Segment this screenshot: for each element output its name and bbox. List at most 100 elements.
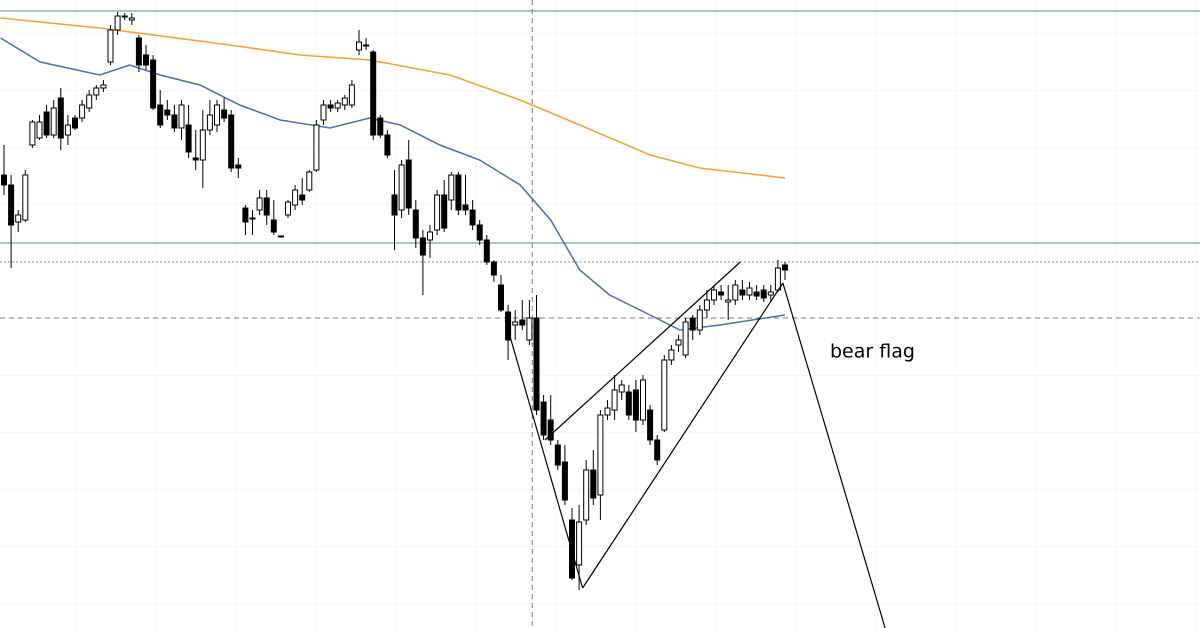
candle-body <box>256 197 263 211</box>
candle-body <box>540 401 547 436</box>
candle-body <box>57 97 64 139</box>
candle-body <box>533 317 540 411</box>
candle-body <box>206 114 213 131</box>
candle-body <box>306 171 313 191</box>
candle-body <box>72 117 78 129</box>
candle-body <box>767 291 774 296</box>
candle-body <box>242 207 249 223</box>
candle-body <box>299 194 306 201</box>
candle-body <box>618 384 625 393</box>
candle-body <box>583 469 590 521</box>
candle-body <box>725 299 732 303</box>
candle-body <box>263 197 270 216</box>
candle-body <box>228 114 235 169</box>
candle-body <box>419 237 426 256</box>
trendline <box>582 282 784 589</box>
candle-body <box>611 389 618 411</box>
candle-body <box>483 239 490 263</box>
candle-body <box>647 409 654 441</box>
candle-body <box>199 129 206 161</box>
candle-body <box>732 284 739 301</box>
candle-body <box>774 267 781 291</box>
candle-body <box>143 54 149 66</box>
candle-body <box>526 317 533 341</box>
candle-body <box>384 134 391 156</box>
candle-body <box>36 121 43 139</box>
candle-body <box>277 235 284 238</box>
candle-body <box>128 17 135 21</box>
candle-body <box>370 51 377 136</box>
candle-body <box>746 287 753 296</box>
candle-body <box>490 261 497 276</box>
candle-body <box>519 319 526 326</box>
candle-body <box>157 104 164 126</box>
candle-body <box>391 194 398 216</box>
candle-body <box>313 124 320 171</box>
candle-body <box>561 461 568 501</box>
candle-body <box>341 97 348 106</box>
candle-body <box>469 209 476 226</box>
candle-body <box>270 219 277 233</box>
candle-body <box>703 299 710 311</box>
trendline <box>782 282 886 628</box>
candle-body <box>505 311 512 341</box>
candle-body <box>448 174 455 201</box>
candle-body <box>476 224 483 241</box>
candle-body <box>121 15 128 18</box>
trendline <box>504 319 584 589</box>
candle-body <box>356 41 362 51</box>
candle-body <box>696 309 703 331</box>
candle-body <box>661 359 668 431</box>
candle-body <box>753 291 760 297</box>
candle-body <box>427 231 433 241</box>
candle-body <box>597 414 604 496</box>
candle-body <box>178 104 185 129</box>
candle-body <box>441 194 448 229</box>
candle-body <box>576 521 583 566</box>
candle-body <box>632 389 639 421</box>
candle-body <box>689 317 696 331</box>
annotation: bear flag <box>830 341 915 363</box>
candle-body <box>107 29 114 63</box>
candle-body <box>718 291 725 296</box>
candle-body <box>569 519 575 579</box>
candle-body <box>625 391 632 416</box>
candle-body <box>164 109 171 116</box>
candle-body <box>668 349 675 361</box>
candle-body <box>235 164 242 169</box>
candle-body <box>363 44 370 47</box>
moving-average <box>0 17 786 179</box>
candle-body <box>512 321 519 326</box>
candle-body <box>8 184 15 226</box>
candle-body <box>114 15 121 31</box>
candle-body <box>711 289 717 301</box>
candle-body <box>64 124 71 136</box>
candle-body <box>135 37 142 66</box>
candle-body <box>377 117 384 136</box>
candle-body <box>43 111 50 136</box>
candle-body <box>604 407 611 416</box>
candle-body <box>327 104 334 109</box>
candle-body <box>590 469 597 499</box>
candle-body <box>171 114 178 129</box>
candle-body <box>185 124 192 153</box>
candle-body <box>547 419 554 441</box>
moving-average <box>0 37 786 331</box>
candle-body <box>320 104 327 121</box>
candle-body <box>682 321 689 356</box>
candle-body <box>412 209 419 239</box>
candle-body <box>79 104 86 119</box>
candle-body <box>554 444 561 466</box>
candle-body <box>334 102 341 109</box>
candle-body <box>249 217 256 220</box>
candle-body <box>462 204 469 211</box>
candle-body <box>455 174 462 211</box>
candle-body <box>150 59 157 109</box>
candle-body <box>405 159 412 209</box>
candle-body <box>434 194 441 231</box>
candle-body <box>1 174 7 186</box>
candle-body <box>654 439 661 461</box>
candle-body <box>760 289 767 299</box>
